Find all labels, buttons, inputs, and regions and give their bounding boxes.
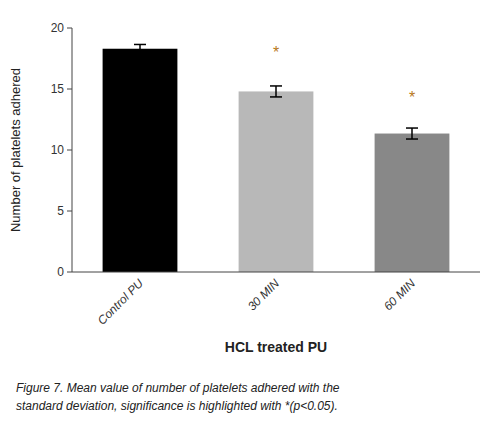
error-bar [270, 86, 282, 97]
error-cap [134, 52, 146, 54]
bar [375, 134, 450, 272]
error-cap [270, 85, 282, 87]
bars [103, 44, 450, 272]
chart: 0 5 10 15 20 Control PU 30 MIN 60 MIN * * Number o… [0, 0, 499, 438]
significance-mark: * [409, 89, 415, 106]
x-tick-label: 60 MIN [381, 276, 418, 313]
y-tick-label: 0 [57, 265, 64, 279]
caption: Figure 7. Mean value of number of platel… [16, 381, 340, 395]
error-stem [139, 44, 141, 53]
significance-mark: * [273, 44, 279, 61]
error-stem [411, 128, 413, 139]
y-tick [67, 272, 72, 273]
bar [103, 49, 178, 272]
caption: standard deviation, significance is high… [16, 399, 338, 413]
error-stem [275, 86, 277, 97]
x-tick-label: Control PU [95, 276, 147, 328]
y-tick-label: 5 [57, 204, 64, 218]
x-axis [72, 272, 480, 273]
y-tick-label: 10 [51, 143, 65, 157]
error-bar [134, 44, 146, 53]
x-axis-label: HCL treated PU [225, 339, 327, 355]
y-tick [67, 211, 72, 212]
error-cap [270, 96, 282, 98]
y-tick-label: 15 [51, 82, 65, 96]
y-tick [67, 28, 72, 29]
y-axis-label: Number of platelets adhered [8, 68, 23, 232]
error-cap [406, 138, 418, 140]
x-tick-label: 30 MIN [245, 276, 282, 313]
y-tick [67, 89, 72, 90]
y-tick [67, 150, 72, 151]
bar [239, 91, 314, 272]
error-bar [406, 128, 418, 139]
chart-container: 0 5 10 15 20 Control PU 30 MIN 60 MIN * * Number o… [0, 0, 499, 438]
y-axis [72, 28, 73, 272]
y-tick-label: 20 [51, 21, 65, 35]
error-cap [134, 44, 146, 46]
error-cap [406, 127, 418, 129]
